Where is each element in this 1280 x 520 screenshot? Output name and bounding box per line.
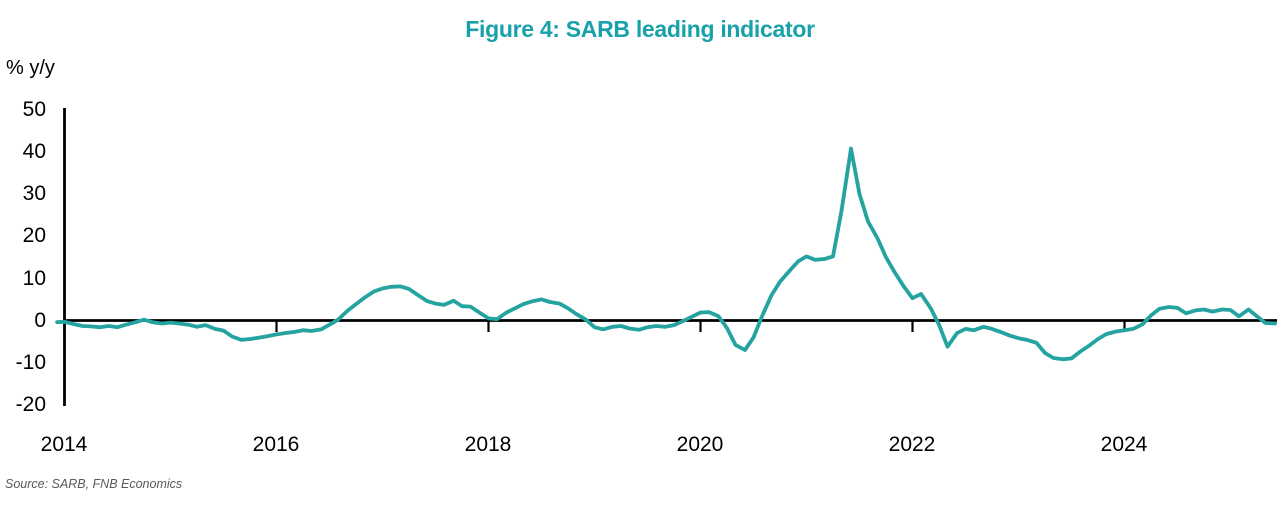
y-tick-label: -10 bbox=[15, 351, 46, 374]
x-tick-label: 2024 bbox=[1100, 433, 1148, 456]
chart-title: Figure 4: SARB leading indicator bbox=[465, 16, 815, 42]
source-note: Source: SARB, FNB Economics bbox=[5, 477, 183, 491]
y-tick-label: -20 bbox=[15, 393, 46, 416]
indicator-line-series bbox=[55, 146, 1277, 362]
x-tick-label: 2018 bbox=[464, 433, 512, 456]
x-tick-label: 2020 bbox=[676, 433, 724, 456]
y-tick-label: 20 bbox=[22, 224, 46, 247]
x-tick-label: 2014 bbox=[40, 433, 88, 456]
y-tick-label: 50 bbox=[22, 98, 46, 121]
y-axis-unit-label: % y/y bbox=[6, 57, 55, 79]
y-tick-label: 10 bbox=[22, 267, 46, 290]
x-tick-label: 2022 bbox=[888, 433, 936, 456]
y-tick-label: 0 bbox=[34, 309, 46, 332]
x-tick-label: 2016 bbox=[252, 433, 300, 456]
y-tick-label: 30 bbox=[22, 182, 46, 205]
y-tick-label: 40 bbox=[22, 140, 46, 163]
axes bbox=[63, 108, 1277, 406]
